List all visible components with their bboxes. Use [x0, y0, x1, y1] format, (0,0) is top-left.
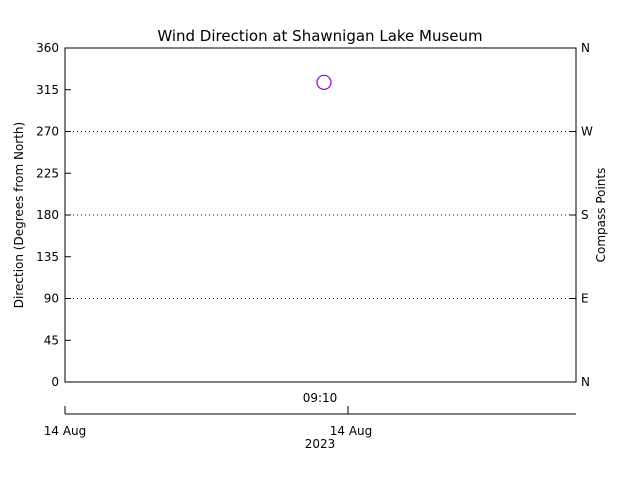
compass-tick-label-270: W [581, 125, 593, 139]
y-tick-label-0: 0 [51, 375, 59, 389]
y-tick-label-360: 360 [36, 41, 59, 55]
y-tick-label-315: 315 [36, 83, 59, 97]
compass-tick-label-0: N [581, 375, 590, 389]
y-tick-label-270: 270 [36, 125, 59, 139]
y-tick-label-45: 45 [44, 333, 59, 347]
compass-tick-label-180: S [581, 208, 589, 222]
y-axis-label: Direction (Degrees from North) [12, 122, 26, 308]
compass-tick-label-360: N [581, 41, 590, 55]
compass-axis-label: Compass Points [594, 168, 608, 263]
data-point-0 [316, 74, 332, 90]
chart-title: Wind Direction at Shawnigan Lake Museum [157, 27, 482, 45]
y-tick-label-135: 135 [36, 250, 59, 264]
y-tick-label-90: 90 [44, 292, 59, 306]
y-tick-label-180: 180 [36, 208, 59, 222]
data-points [316, 74, 332, 90]
date-axis-year: 2023 [305, 437, 336, 451]
compass-tick-label-90: E [581, 292, 589, 306]
date-label-start: 14 Aug [44, 424, 87, 438]
gridlines [65, 131, 576, 299]
date-label-mid: 14 Aug [330, 424, 373, 438]
y-axis-ticks: 0 45 90 135 180 225 270 315 360 [36, 41, 71, 389]
time-tick-label: 09:10 [303, 391, 338, 405]
y-tick-label-225: 225 [36, 166, 59, 180]
compass-axis-ticks: N E S W N [570, 41, 593, 389]
